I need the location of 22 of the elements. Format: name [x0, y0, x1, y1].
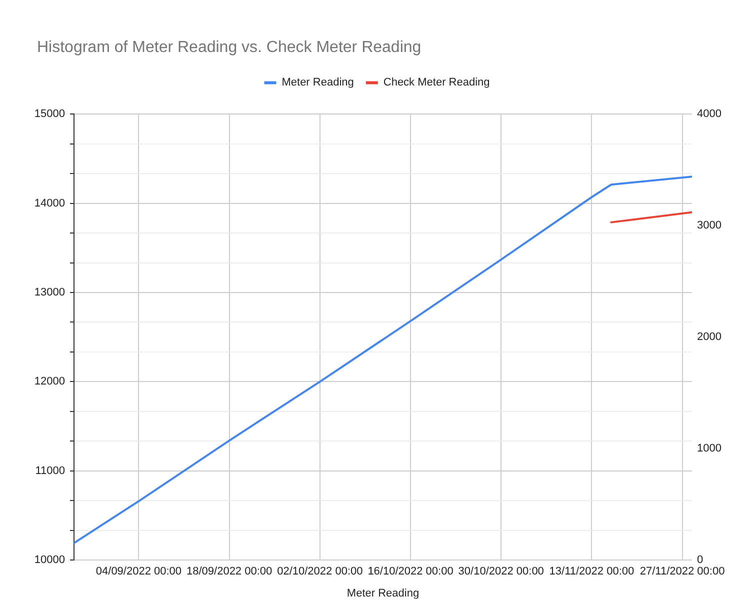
- y-tick-label: 12000: [34, 376, 65, 388]
- x-tick-label: 30/10/2022 00:00: [458, 566, 544, 578]
- y-tick-label: 15000: [34, 108, 65, 120]
- chart-title: Histogram of Meter Reading vs. Check Meter Reading: [37, 39, 422, 56]
- y2-tick-label: 2000: [697, 331, 722, 344]
- x-tick-label: 27/11/2022 00:00: [640, 566, 725, 578]
- y2-tick-label: 1000: [697, 442, 722, 455]
- y2-tick-label: 0: [697, 554, 704, 566]
- x-tick-label: 18/09/2022 00:00: [186, 566, 272, 578]
- legend-label: Meter Reading: [282, 76, 354, 89]
- y-tick-label: 11000: [35, 464, 65, 477]
- y-tick-label: 10000: [34, 554, 65, 566]
- y-tick-label: 13000: [34, 286, 65, 299]
- y-tick-label: 14000: [34, 197, 65, 210]
- x-tick-label: 16/10/2022 00:00: [368, 566, 454, 578]
- x-tick-label: 04/09/2022 00:00: [96, 566, 182, 578]
- x-axis-title: Meter Reading: [346, 587, 420, 600]
- legend-label: Check Meter Reading: [383, 76, 490, 89]
- x-tick-label: 13/11/2022 00:00: [549, 566, 634, 578]
- x-tick-label: 02/10/2022 00:00: [277, 566, 363, 578]
- y2-tick-label: 4000: [697, 108, 722, 120]
- y2-tick-label: 3000: [697, 220, 722, 232]
